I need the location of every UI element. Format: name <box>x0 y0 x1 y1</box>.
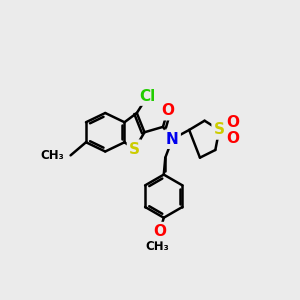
Text: CH₃: CH₃ <box>41 149 64 162</box>
Text: S: S <box>214 122 225 137</box>
Text: O: O <box>153 224 167 239</box>
Text: Cl: Cl <box>140 88 156 104</box>
Text: O: O <box>226 131 240 146</box>
Text: O: O <box>226 115 240 130</box>
Text: CH₃: CH₃ <box>146 241 169 254</box>
Text: O: O <box>161 103 174 118</box>
Text: N: N <box>166 132 178 147</box>
Text: S: S <box>129 142 140 157</box>
